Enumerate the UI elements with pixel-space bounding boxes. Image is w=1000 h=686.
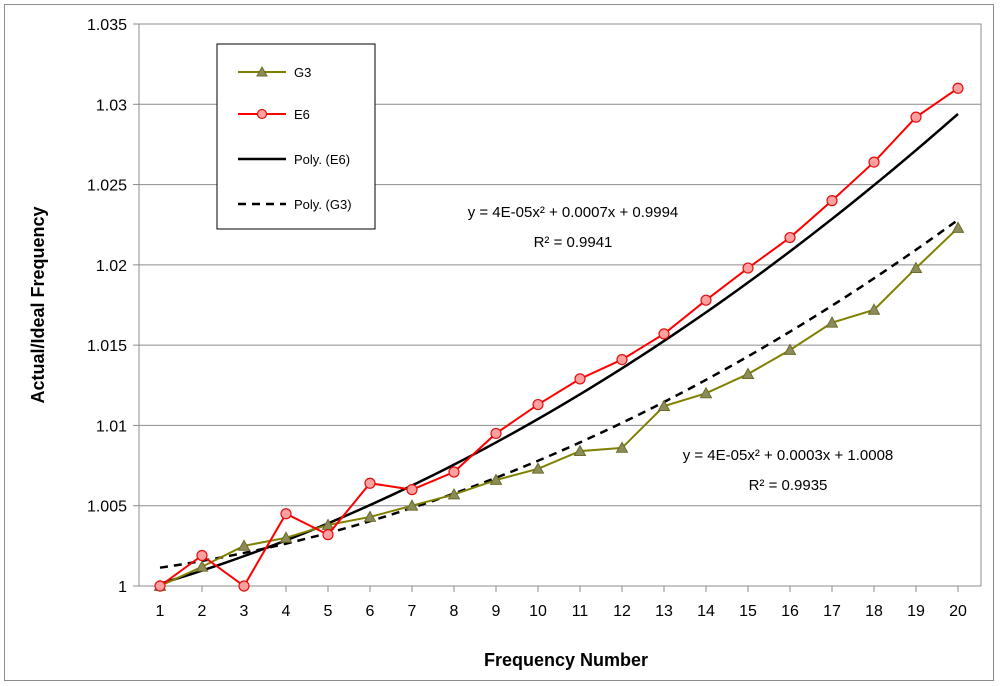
trendline-e6 [159, 112, 959, 585]
legend-entry-label: E6 [294, 107, 310, 122]
legend-box [216, 43, 376, 230]
x-tick-label: 6 [366, 603, 375, 620]
trendline-equation: y = 4E-05x² + 0.0007x + 0.9994 [468, 204, 679, 221]
x-tick-label: 3 [240, 603, 249, 620]
legend-entry-label: G3 [294, 65, 311, 80]
data-series [153, 82, 965, 592]
trendline-equation: y = 4E-05x² + 0.0003x + 1.0008 [683, 447, 894, 464]
x-axis-title: Frequency Number [484, 650, 648, 670]
x-tick-label: 11 [572, 603, 589, 620]
data-point-g3 [279, 531, 293, 543]
y-tick-label: 1.01 [96, 418, 127, 435]
data-point-e6 [784, 231, 796, 244]
y-tick-label: 1 [118, 579, 127, 596]
data-point-e6 [238, 580, 250, 592]
x-tick-label: 10 [529, 603, 547, 620]
trendline-r-squared: R² = 0.9941 [534, 234, 613, 251]
x-tick-label: 20 [949, 603, 967, 620]
y-tick-label: 1.025 [87, 178, 127, 195]
x-tick-label: 4 [282, 603, 291, 620]
y-tick-label: 1.03 [96, 97, 127, 114]
x-tick-label: 18 [865, 603, 883, 620]
x-tick-label: 7 [408, 603, 417, 620]
x-tick-label: 9 [492, 603, 501, 620]
x-tick-label: 17 [823, 603, 841, 620]
y-tick-label: 1.005 [87, 499, 127, 516]
x-tick-label: 16 [781, 603, 799, 620]
legend-marker [256, 108, 268, 120]
data-point-g3 [489, 473, 503, 485]
y-axis-title: Actual/Ideal Frequency [28, 206, 48, 403]
data-point-e6 [658, 328, 670, 340]
data-point-g3 [615, 441, 629, 453]
data-point-g3 [363, 510, 377, 522]
x-tick-label: 1 [156, 603, 165, 620]
data-point-g3 [531, 462, 545, 474]
data-point-e6 [868, 156, 880, 168]
y-tick-label: 1.015 [87, 338, 127, 355]
series-line-g3 [159, 227, 959, 587]
data-point-g3 [825, 316, 839, 328]
x-tick-label: 15 [739, 603, 757, 620]
legend: G3 E6 Poly. (E6) Poly. (G3) [216, 43, 376, 230]
y-tick-label: 1.02 [96, 258, 127, 275]
data-point-g3 [573, 444, 587, 457]
x-tick-label: 14 [697, 603, 715, 620]
data-point-g3 [405, 499, 419, 511]
y-tick-label: 1.035 [87, 17, 127, 34]
data-point-g3 [783, 343, 797, 355]
x-tick-label: 12 [613, 603, 631, 620]
data-point-g3 [237, 539, 251, 551]
data-point-e6 [952, 82, 964, 94]
data-point-g3 [657, 399, 671, 412]
data-point-g3 [195, 560, 209, 572]
trendline-equations: y = 4E-05x² + 0.0007x + 0.9994 R² = 0.994… [468, 204, 894, 494]
data-point-e6 [448, 466, 460, 478]
series-line-e6 [159, 87, 959, 588]
x-tick-label: 2 [198, 603, 207, 620]
plot-border [138, 23, 982, 587]
data-point-e6 [826, 195, 838, 207]
data-point-g3 [741, 367, 755, 379]
legend-entry-label: Poly. (E6) [294, 152, 350, 167]
data-point-e6 [700, 294, 712, 306]
x-tick-label: 19 [907, 603, 925, 620]
data-point-e6 [196, 549, 208, 562]
data-point-e6 [490, 427, 502, 440]
x-tick-label: 13 [655, 603, 673, 620]
data-point-e6 [322, 529, 334, 541]
data-point-e6 [574, 373, 586, 385]
data-point-e6 [616, 353, 628, 366]
chart-area [4, 4, 994, 681]
trendlines [159, 112, 959, 585]
trendline-r-squared: R² = 0.9935 [749, 477, 828, 494]
legend-entry-label: Poly. (G3) [294, 197, 352, 212]
data-point-e6 [532, 398, 544, 411]
data-point-e6 [280, 508, 292, 520]
data-point-e6 [406, 484, 418, 496]
data-point-g3 [867, 303, 881, 315]
data-point-e6 [910, 111, 922, 123]
data-point-e6 [154, 580, 166, 592]
data-point-g3 [699, 386, 713, 399]
data-point-e6 [364, 477, 376, 489]
data-point-g3 [909, 261, 923, 273]
x-tick-label: 5 [324, 603, 333, 620]
trendline-g3 [159, 218, 959, 569]
data-point-g3 [951, 221, 965, 233]
x-tick-label: 8 [450, 603, 459, 620]
data-point-g3 [447, 487, 461, 500]
series-e6 [154, 82, 964, 592]
data-point-e6 [742, 262, 754, 274]
legend-marker [256, 65, 268, 77]
